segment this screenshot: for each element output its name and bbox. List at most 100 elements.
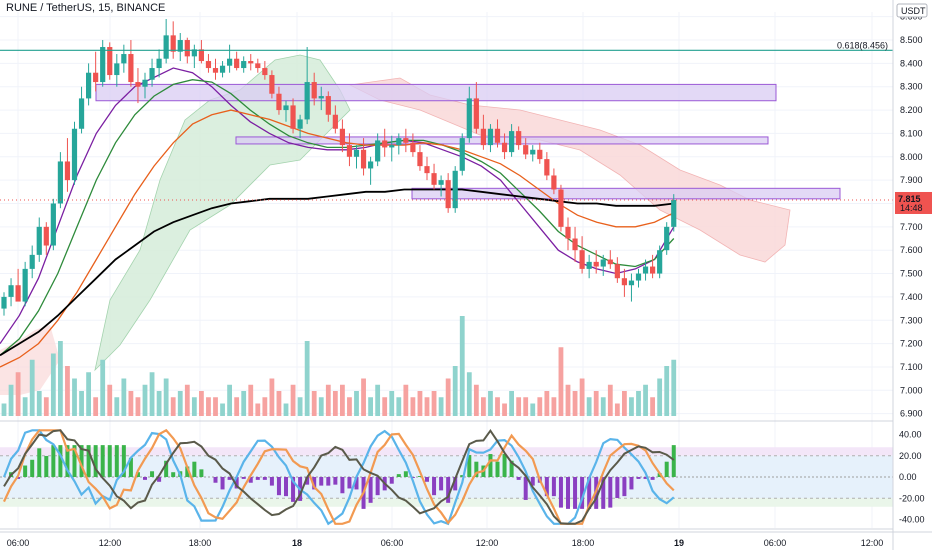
osc-histogram-bar <box>643 477 648 479</box>
candle-body <box>163 35 169 59</box>
candle-body <box>671 199 677 227</box>
volume-bar <box>650 397 655 416</box>
candle-body <box>219 65 226 73</box>
candle-body <box>530 149 536 155</box>
candle-body <box>480 128 486 146</box>
osc-tick-label: 0.00 <box>899 472 917 482</box>
volume-bar <box>516 397 522 416</box>
volume-bar <box>50 353 56 416</box>
candle-body <box>114 63 120 76</box>
candle-body <box>635 273 642 281</box>
osc-histogram-bar <box>241 477 246 479</box>
candle-body <box>255 63 261 69</box>
candle-body <box>473 98 479 129</box>
osc-histogram-bar <box>530 477 535 486</box>
candle-body <box>205 61 212 69</box>
candles-layer <box>1 19 677 316</box>
candle-body <box>382 140 388 148</box>
candle-body <box>78 98 85 129</box>
osc-histogram-bar <box>333 477 338 485</box>
candle-body <box>537 149 543 160</box>
osc-histogram-bar <box>220 477 225 490</box>
volume-bar <box>8 384 14 416</box>
price-tick-label: 7.000 <box>900 385 923 395</box>
candle-body <box>452 170 458 209</box>
price-tick-label: 7.100 <box>900 362 923 372</box>
candle-body <box>389 145 395 148</box>
price-tick-label: 8.200 <box>900 105 923 115</box>
osc-histogram-bar <box>93 445 98 477</box>
time-tick-label: 19 <box>674 538 684 548</box>
volume-bar <box>318 397 324 416</box>
osc-histogram-bar <box>474 461 479 477</box>
candle-body <box>346 145 353 157</box>
ma-line-green <box>0 79 675 356</box>
osc-histogram-bar <box>516 477 521 480</box>
candle-body <box>494 128 501 143</box>
volume-bar <box>184 384 190 416</box>
volume-bar <box>128 391 134 416</box>
volume-bar <box>382 397 388 416</box>
candle-body <box>325 96 331 115</box>
volume-bar <box>311 391 317 416</box>
candle-body <box>551 175 557 190</box>
osc-histogram-bar <box>23 465 28 477</box>
candle-body <box>227 58 233 66</box>
volume-bar <box>600 397 606 416</box>
candle-body <box>241 61 247 69</box>
volume-bar <box>149 372 155 416</box>
candle-body <box>248 61 254 64</box>
candle-body <box>332 114 338 129</box>
price-tick-label: 6.900 <box>900 409 923 419</box>
supply-zone <box>95 83 777 102</box>
last-price-badge <box>895 191 932 214</box>
candle-body <box>156 58 162 69</box>
candle-body <box>107 47 113 76</box>
candle-body <box>657 250 663 274</box>
candle-body <box>572 238 578 251</box>
volume-bar <box>276 391 282 416</box>
volume-bar <box>79 391 84 416</box>
osc-tick-label: -40.00 <box>899 515 925 525</box>
osc-histogram-bar <box>128 457 133 477</box>
osc-histogram-bar <box>558 477 563 508</box>
volume-bar <box>424 397 430 416</box>
osc-histogram-bar <box>375 477 380 496</box>
candle-body <box>64 161 71 181</box>
candle-body <box>290 105 296 129</box>
ma-line-black <box>0 188 674 357</box>
volume-bar <box>452 366 458 416</box>
volume-bar <box>227 384 232 416</box>
osc-histogram-bar <box>410 477 415 478</box>
candle-body <box>544 159 550 176</box>
candle-body <box>22 268 28 302</box>
volume-bar <box>199 391 204 416</box>
price-tick-label: 8.300 <box>900 82 923 92</box>
osc-histogram-bar <box>671 445 676 477</box>
volume-bar <box>29 359 35 416</box>
volume-bar <box>664 366 670 416</box>
volume-bar <box>671 359 677 416</box>
volume-bar <box>396 397 402 416</box>
candle-body <box>198 49 204 62</box>
candle-body <box>396 138 402 146</box>
volume-bar <box>537 397 543 416</box>
volume-bar <box>65 366 70 416</box>
volume-bar <box>100 359 106 416</box>
volume-bar <box>22 397 28 416</box>
price-tick-label: 8.000 <box>900 152 923 162</box>
volume-bar <box>530 403 536 416</box>
candle-body <box>607 259 613 265</box>
osc-histogram-bar <box>368 477 373 503</box>
volume-bar <box>502 403 507 416</box>
osc-overbought-band <box>0 447 893 456</box>
osc-histogram-bar <box>44 455 49 477</box>
osc-histogram-bar <box>403 471 408 477</box>
candle-body <box>487 128 494 146</box>
osc-histogram-bar <box>37 448 42 477</box>
cloud-bullish <box>94 54 351 372</box>
osc-histogram-bar <box>284 477 288 497</box>
candle-body <box>360 149 367 169</box>
osc-histogram-bar <box>227 477 232 480</box>
